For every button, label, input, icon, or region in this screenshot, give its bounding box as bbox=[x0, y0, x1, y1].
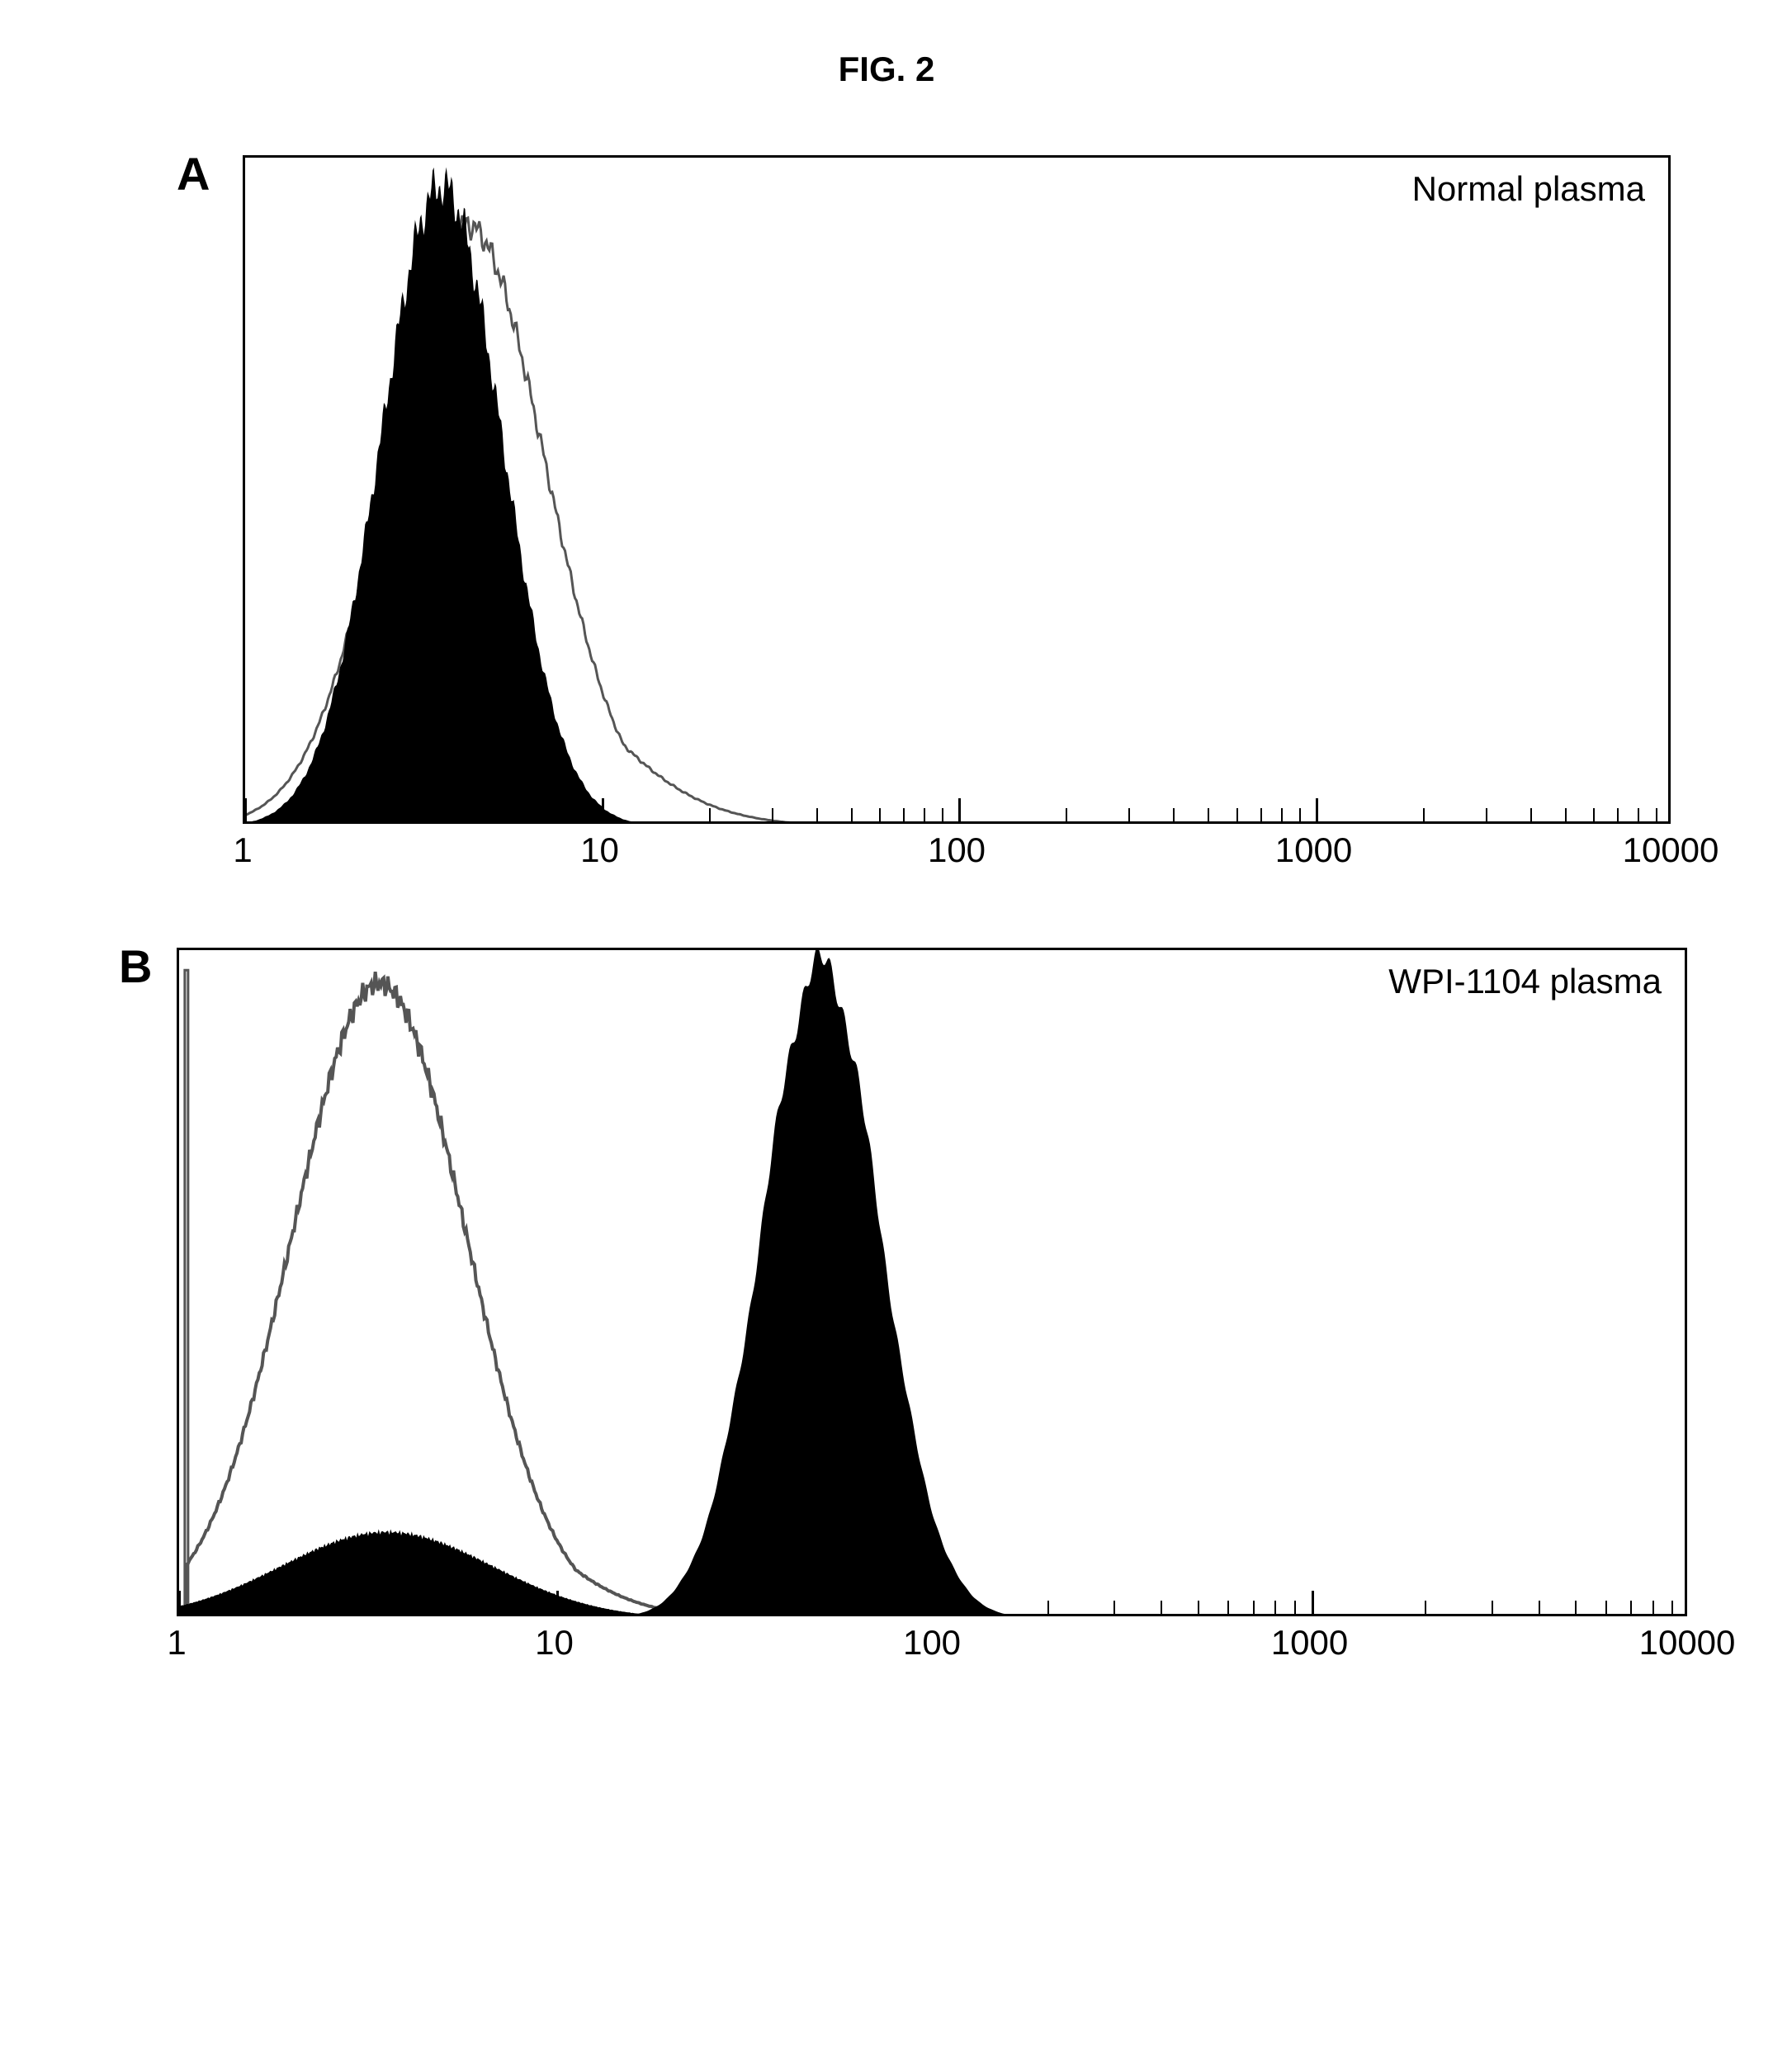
panel-a-svg bbox=[245, 158, 1671, 824]
panel-b-label: B bbox=[119, 939, 152, 993]
x-tick-label: 10000 bbox=[1623, 830, 1719, 870]
panel-b-plot: WPI-1104 plasma bbox=[177, 948, 1687, 1616]
figure-title: FIG. 2 bbox=[83, 50, 1690, 89]
x-tick-label: 100 bbox=[928, 830, 986, 870]
x-tick-label: 10000 bbox=[1639, 1623, 1736, 1663]
panel-a-corner-label: Normal plasma bbox=[1412, 169, 1645, 209]
x-tick-label: 10 bbox=[535, 1623, 574, 1663]
x-tick-label: 1000 bbox=[1275, 830, 1352, 870]
panel-a-label: A bbox=[177, 147, 210, 201]
panel-b: B WPI-1104 plasma 110100100010000 bbox=[86, 948, 1687, 1682]
x-tick-label: 100 bbox=[903, 1623, 961, 1663]
panel-a: A Normal plasma 110100100010000 bbox=[102, 155, 1671, 890]
x-tick-label: 1 bbox=[233, 830, 252, 870]
x-tick-label: 1 bbox=[167, 1623, 186, 1663]
panel-b-corner-label: WPI-1104 plasma bbox=[1388, 962, 1662, 1001]
panel-b-svg bbox=[179, 950, 1687, 1616]
panel-a-plot: Normal plasma bbox=[243, 155, 1671, 824]
x-tick-label: 10 bbox=[580, 830, 619, 870]
x-tick-label: 1000 bbox=[1271, 1623, 1348, 1663]
